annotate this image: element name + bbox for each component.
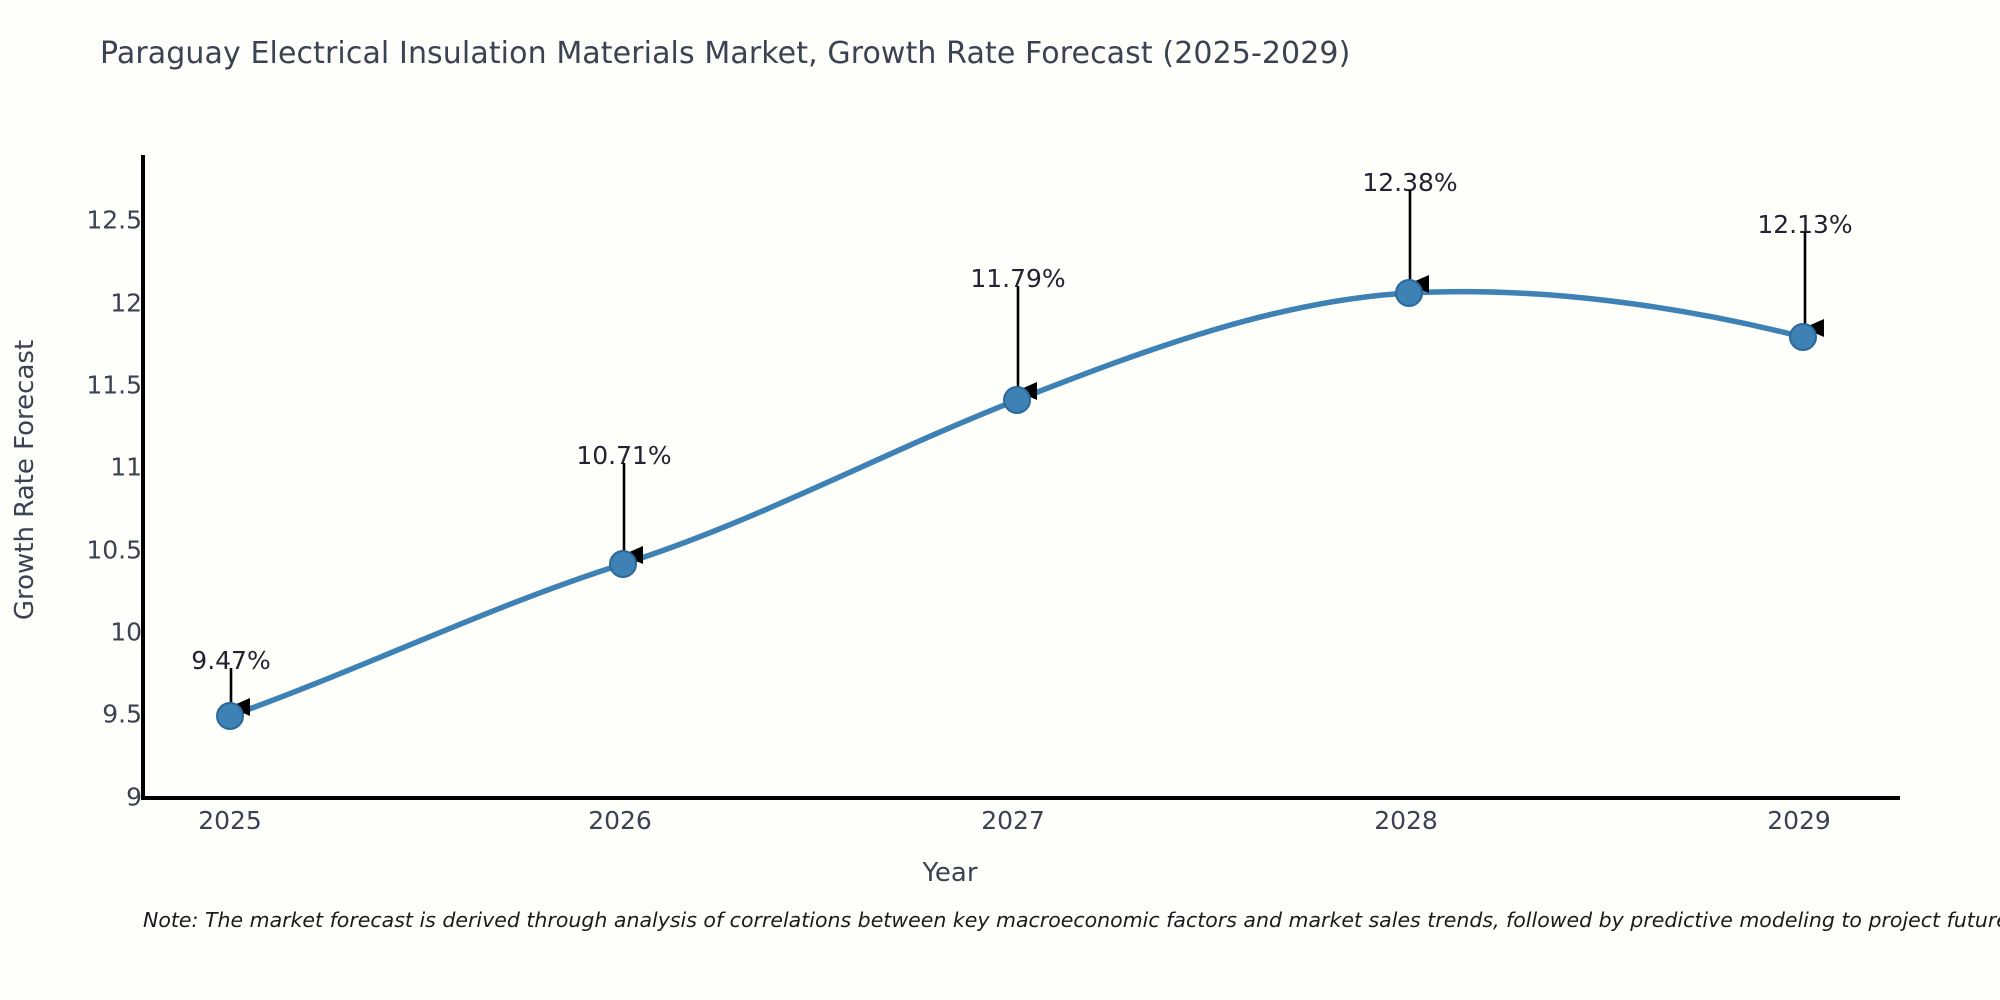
data-point-2029[interactable] xyxy=(1789,323,1817,351)
y-axis-ticks: 9 9.5 10 10.5 11 11.5 12 12.5 xyxy=(12,0,142,1000)
x-tick-label: 2026 xyxy=(588,806,652,835)
data-point-2026[interactable] xyxy=(609,550,637,578)
x-tick-label: 2028 xyxy=(1374,806,1438,835)
data-line-growth-rate xyxy=(227,288,1806,719)
data-point-2025[interactable] xyxy=(216,702,244,730)
chart-title: Paraguay Electrical Insulation Materials… xyxy=(100,36,1351,71)
x-tick-label: 2025 xyxy=(198,806,262,835)
x-axis-label: Year xyxy=(922,858,978,888)
y-tick-label: 10 xyxy=(110,617,142,647)
y-tick-label: 11.5 xyxy=(86,370,142,400)
y-tick-label: 11 xyxy=(110,452,142,482)
y-tick-label: 10.5 xyxy=(86,535,142,565)
y-tick-label: 9 xyxy=(126,782,142,812)
y-tick-label: 12.5 xyxy=(86,205,142,235)
data-point-2028[interactable] xyxy=(1395,279,1423,307)
chart-footnote: Note: The market forecast is derived thr… xyxy=(143,908,2000,932)
data-point-2027[interactable] xyxy=(1003,386,1031,414)
y-tick-label: 12 xyxy=(110,288,142,318)
x-tick-label: 2027 xyxy=(981,806,1045,835)
x-tick-label: 2029 xyxy=(1767,806,1831,835)
y-tick-label: 9.5 xyxy=(102,699,142,729)
